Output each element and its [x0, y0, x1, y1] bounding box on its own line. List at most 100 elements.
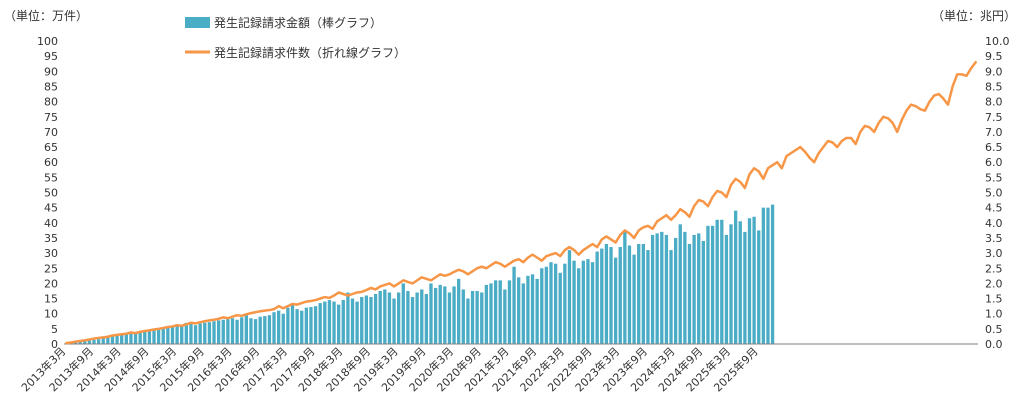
line-point — [744, 187, 746, 189]
bar — [673, 237, 678, 344]
bar — [161, 327, 165, 344]
line-point — [790, 152, 792, 154]
line-point — [674, 214, 676, 216]
line-point — [337, 291, 339, 293]
line-point — [513, 259, 515, 261]
bar — [461, 289, 465, 344]
line-point — [333, 294, 335, 296]
line-point — [864, 125, 866, 127]
line-point — [471, 270, 473, 272]
y-left-tick-label: 20 — [44, 277, 58, 290]
bar — [743, 231, 747, 344]
y-right-tick-label: 7.5 — [985, 111, 1003, 124]
y-right-tick-label: 10.0 — [985, 35, 1010, 48]
line-point — [494, 261, 496, 263]
bar — [207, 322, 212, 344]
bar — [558, 272, 562, 344]
bar — [147, 329, 152, 344]
bar — [470, 290, 475, 344]
line-point — [942, 97, 944, 99]
line-point — [162, 327, 164, 329]
line-point — [831, 141, 833, 143]
line-point — [485, 267, 487, 269]
bar — [73, 342, 78, 344]
bar — [92, 339, 96, 344]
y-right-tick-label: 6.0 — [985, 156, 1003, 169]
line-point — [887, 117, 889, 119]
line-point — [250, 312, 252, 314]
bar — [452, 286, 456, 344]
line-point — [379, 285, 381, 287]
line-point — [578, 253, 580, 255]
line-point — [808, 156, 810, 158]
line-point — [504, 266, 506, 268]
line-point — [647, 225, 649, 227]
line-point — [610, 238, 612, 240]
bar — [553, 263, 558, 344]
bars-layer — [64, 204, 775, 345]
line-point — [296, 303, 298, 305]
line-point — [785, 155, 787, 157]
line-point — [208, 319, 210, 321]
bar — [433, 287, 438, 344]
line-point — [79, 340, 81, 342]
line-point — [361, 291, 363, 293]
y-right-tick-label: 0.0 — [985, 338, 1003, 351]
line-point — [397, 282, 399, 284]
bar — [646, 250, 650, 344]
bar — [327, 300, 332, 344]
right-axis-unit-label: （単位：兆円） — [932, 8, 1016, 23]
bar — [549, 262, 553, 344]
line-point — [758, 170, 760, 172]
line-point — [559, 255, 561, 257]
line-point — [222, 316, 224, 318]
line-point — [693, 205, 695, 207]
line-point — [633, 237, 635, 239]
line-point — [185, 323, 187, 325]
bar — [609, 247, 613, 344]
bar — [595, 251, 599, 344]
line-point — [236, 314, 238, 316]
left-ticks-layer: 0 5 10 15 20 25 30 35 40 45 50 55 60 65 70 75 80 85 90 95 10… — [37, 35, 58, 351]
line-point — [365, 289, 367, 291]
line-point — [638, 229, 640, 231]
bar — [424, 294, 429, 344]
bar — [290, 303, 295, 344]
line-point — [421, 276, 423, 278]
bar — [660, 231, 664, 344]
line-point — [730, 184, 732, 186]
y-right-tick-label: 6.5 — [985, 141, 1003, 154]
legend-line-label: 発生記録請求件数（折れ線グラフ） — [214, 45, 406, 60]
bar — [747, 218, 752, 344]
bar — [272, 312, 276, 344]
bar — [447, 292, 452, 344]
count-line — [65, 60, 977, 345]
bar — [78, 341, 82, 344]
y-left-tick-label: 30 — [44, 247, 58, 260]
bar — [318, 303, 322, 344]
y-left-tick-label: 10 — [44, 308, 58, 321]
line-point — [157, 328, 159, 330]
bar — [544, 266, 549, 344]
bar — [332, 301, 336, 344]
line-point — [65, 342, 67, 344]
bar — [83, 340, 87, 344]
line-point — [287, 305, 289, 307]
left-axis-unit-label: （単位：万件） — [4, 8, 88, 23]
bar — [530, 274, 535, 344]
bar — [590, 262, 595, 344]
line-point — [194, 322, 196, 324]
line-point — [836, 146, 838, 148]
line-point — [707, 205, 709, 207]
y-right-tick-label: 3.5 — [985, 232, 1003, 245]
line-point — [564, 249, 566, 251]
bar — [637, 244, 641, 344]
bar — [770, 204, 775, 344]
line-point — [328, 297, 330, 299]
bar — [507, 280, 512, 344]
line-point — [167, 326, 169, 328]
line-point — [374, 288, 376, 290]
bar — [286, 307, 290, 344]
bar — [281, 313, 285, 344]
line-point — [841, 140, 843, 142]
